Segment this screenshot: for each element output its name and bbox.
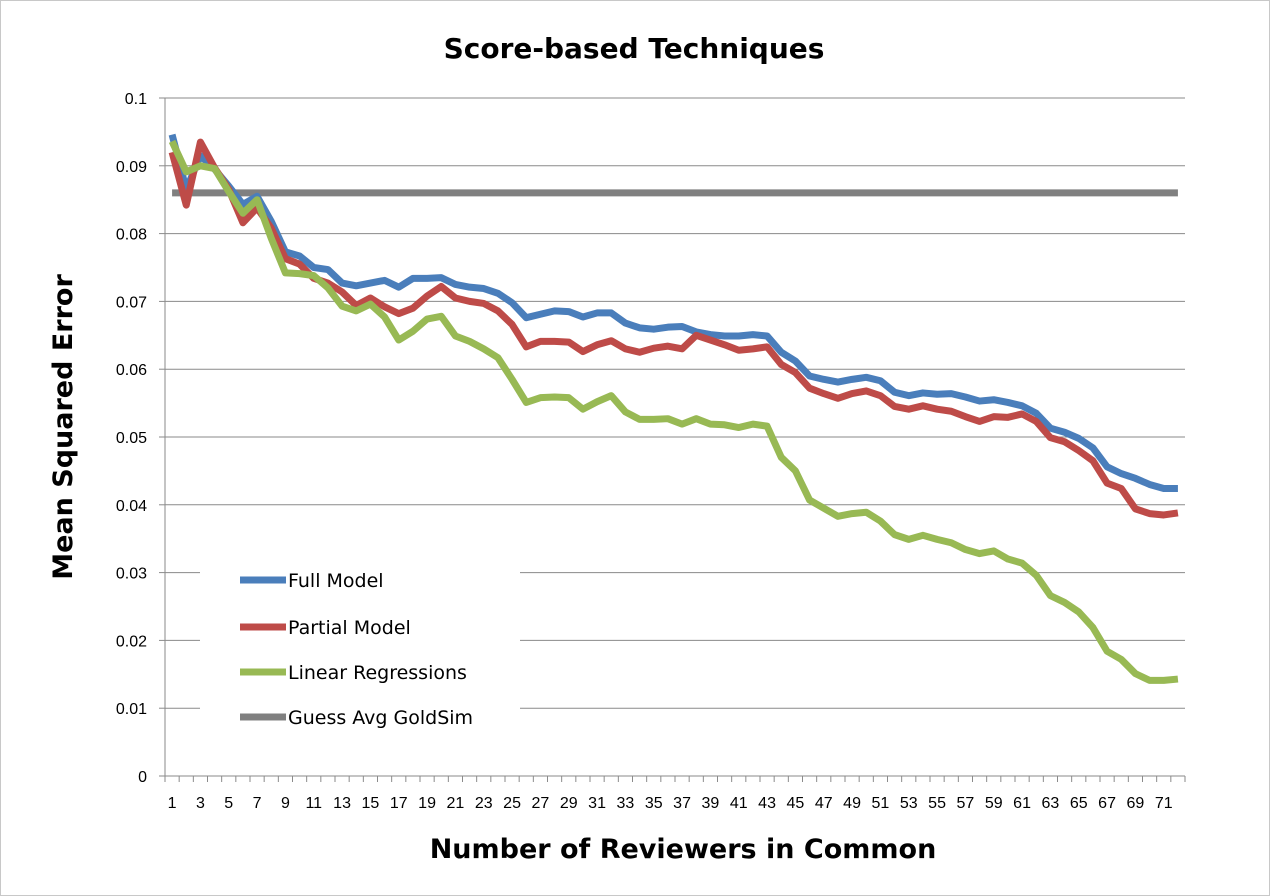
x-tick-label: 39 bbox=[702, 795, 720, 812]
x-tick-label: 31 bbox=[588, 795, 606, 812]
x-tick-label: 49 bbox=[843, 795, 861, 812]
y-tick-label: 0.01 bbox=[116, 701, 147, 718]
y-tick-label: 0.03 bbox=[116, 566, 147, 583]
x-tick-label: 23 bbox=[475, 795, 493, 812]
x-tick-label: 7 bbox=[253, 795, 262, 812]
x-tick-label: 19 bbox=[418, 795, 436, 812]
legend-label-partial-model: Partial Model bbox=[288, 617, 411, 639]
x-tick-label: 17 bbox=[390, 795, 408, 812]
legend-label-full-model: Full Model bbox=[288, 570, 384, 592]
x-tick-label: 55 bbox=[928, 795, 946, 812]
x-axis-ticks: 1 3 5 7 9 11 13 15 17 19 21 23 25 27 29 31 33 35 37 39 41 43 4… bbox=[165, 776, 1185, 812]
x-tick-label: 63 bbox=[1042, 795, 1060, 812]
x-tick-label: 11 bbox=[305, 795, 322, 812]
x-tick-label: 67 bbox=[1098, 795, 1116, 812]
x-tick-label: 69 bbox=[1127, 795, 1145, 812]
x-tick-label: 1 bbox=[168, 795, 177, 812]
x-tick-label: 43 bbox=[758, 795, 776, 812]
x-tick-label: 21 bbox=[447, 795, 465, 812]
x-tick-label: 25 bbox=[503, 795, 521, 812]
chart-title: Score-based Techniques bbox=[444, 32, 825, 65]
x-tick-label: 5 bbox=[224, 795, 233, 812]
y-tick-label: 0.05 bbox=[116, 430, 147, 447]
y-tick-label: 0.04 bbox=[116, 498, 147, 515]
x-tick-label: 59 bbox=[985, 795, 1003, 812]
x-tick-label: 45 bbox=[787, 795, 805, 812]
legend-label-linear-regressions: Linear Regressions bbox=[288, 662, 467, 684]
x-tick-label: 33 bbox=[617, 795, 635, 812]
y-axis-ticks: 0 0.01 0.02 0.03 0.04 0.05 0.06 0.07 0.08 0.09 0.1 bbox=[116, 91, 165, 786]
x-tick-label: 35 bbox=[645, 795, 663, 812]
x-tick-label: 57 bbox=[957, 795, 975, 812]
y-tick-label: 0 bbox=[138, 769, 147, 786]
x-tick-label: 29 bbox=[560, 795, 578, 812]
series-line-full-model bbox=[172, 135, 1178, 489]
x-tick-label: 9 bbox=[281, 795, 290, 812]
x-tick-label: 13 bbox=[333, 795, 351, 812]
y-tick-label: 0.07 bbox=[116, 294, 147, 311]
x-axis-title: Number of Reviewers in Common bbox=[430, 834, 937, 865]
y-tick-label: 0.06 bbox=[116, 362, 147, 379]
x-tick-label: 47 bbox=[815, 795, 833, 812]
x-tick-label: 61 bbox=[1013, 795, 1031, 812]
y-axis-title: Mean Squared Error bbox=[48, 274, 79, 580]
x-tick-label: 53 bbox=[900, 795, 918, 812]
x-tick-label: 51 bbox=[872, 795, 890, 812]
x-tick-label: 71 bbox=[1155, 795, 1173, 812]
x-tick-label: 3 bbox=[196, 795, 205, 812]
y-tick-label: 0.09 bbox=[116, 159, 147, 176]
legend-label-guess-avg-goldsim: Guess Avg GoldSim bbox=[288, 707, 473, 729]
legend: Full Model Partial Model Linear Regression… bbox=[200, 552, 520, 742]
x-tick-label: 65 bbox=[1070, 795, 1088, 812]
y-tick-label: 0.1 bbox=[125, 91, 147, 108]
x-tick-label: 15 bbox=[362, 795, 380, 812]
y-tick-label: 0.08 bbox=[116, 227, 147, 244]
x-tick-label: 27 bbox=[532, 795, 550, 812]
x-tick-label: 41 bbox=[730, 795, 748, 812]
x-tick-label: 37 bbox=[673, 795, 691, 812]
y-tick-label: 0.02 bbox=[116, 633, 147, 650]
